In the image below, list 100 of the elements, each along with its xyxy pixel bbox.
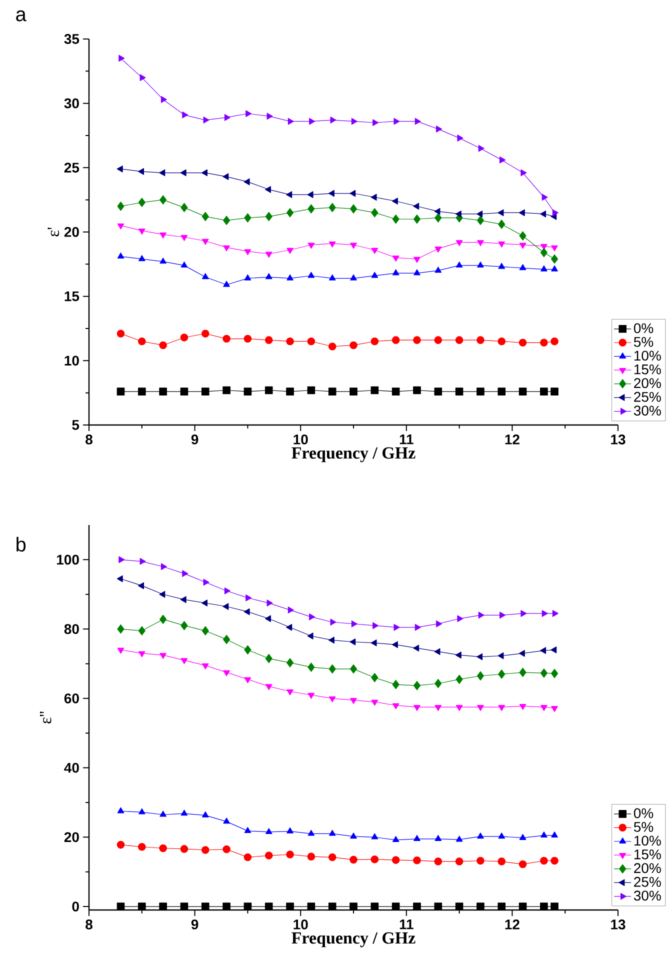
point <box>519 668 526 678</box>
point <box>201 169 208 176</box>
point <box>264 852 273 860</box>
legend-label: 25% <box>634 392 661 402</box>
point <box>498 209 504 216</box>
point <box>201 388 210 396</box>
point <box>518 209 525 216</box>
point <box>307 386 316 394</box>
y-axis-title: ε' <box>48 228 60 236</box>
point <box>160 614 167 624</box>
point <box>542 194 548 201</box>
point <box>350 341 358 350</box>
point <box>138 337 146 346</box>
point <box>246 110 252 118</box>
point <box>264 186 271 193</box>
point <box>550 337 558 346</box>
point <box>286 689 294 696</box>
point <box>498 832 506 839</box>
point <box>350 204 358 214</box>
point <box>370 194 377 201</box>
point <box>286 624 292 631</box>
y-tick-label: 15 <box>64 291 80 302</box>
point <box>244 178 250 186</box>
point <box>117 648 124 654</box>
point <box>203 116 210 124</box>
y-tick-label: 10 <box>64 356 79 366</box>
legend-label: 5% <box>634 822 654 832</box>
point <box>160 563 167 570</box>
point <box>180 620 188 630</box>
x-tick-label: 11 <box>400 434 414 444</box>
point <box>244 608 250 616</box>
point <box>264 902 273 910</box>
point <box>140 74 146 82</box>
x-tick-label: 12 <box>505 434 520 444</box>
point <box>308 830 315 836</box>
point <box>476 653 483 660</box>
point <box>223 818 230 824</box>
point <box>265 654 272 664</box>
point <box>351 118 358 125</box>
point <box>160 96 167 103</box>
point <box>350 242 357 249</box>
point <box>551 832 558 838</box>
y-tick-label: 60 <box>64 693 79 704</box>
point <box>478 144 484 152</box>
x-tick-label: 8 <box>86 434 92 444</box>
point <box>286 248 294 254</box>
point <box>223 670 230 676</box>
point <box>477 704 484 711</box>
point <box>307 902 316 910</box>
point <box>308 272 315 278</box>
point <box>308 662 315 672</box>
point <box>540 388 548 396</box>
point <box>350 388 358 396</box>
point <box>222 334 230 343</box>
point <box>180 388 188 396</box>
point <box>413 214 421 224</box>
point <box>160 232 166 238</box>
point <box>394 118 400 125</box>
point <box>477 262 484 268</box>
point <box>551 265 558 272</box>
point <box>371 700 378 706</box>
x-tick-label: 8 <box>86 920 92 930</box>
point <box>138 388 146 396</box>
point <box>370 855 379 864</box>
point <box>265 273 272 280</box>
point <box>434 213 442 222</box>
point <box>456 262 463 268</box>
point <box>520 610 527 617</box>
point <box>244 677 252 684</box>
point <box>434 246 442 253</box>
x-tick-label: 13 <box>611 434 626 444</box>
point <box>264 386 273 394</box>
point <box>244 274 252 280</box>
point <box>372 119 379 126</box>
point <box>180 169 186 176</box>
point <box>476 336 484 344</box>
point <box>328 274 336 280</box>
point <box>286 274 294 280</box>
legend-label: 15% <box>634 364 661 374</box>
point <box>540 265 548 272</box>
point <box>456 240 463 246</box>
point <box>350 856 358 864</box>
point <box>372 622 379 629</box>
x-axis-title: Frequency / GHz <box>292 932 416 948</box>
point <box>201 600 208 606</box>
legend-label: 0% <box>634 808 654 818</box>
point <box>414 269 420 276</box>
point <box>244 388 252 396</box>
point <box>264 336 273 344</box>
point <box>413 902 421 910</box>
point <box>202 626 209 636</box>
point <box>455 652 462 658</box>
point <box>116 330 125 338</box>
point <box>159 169 166 176</box>
x-tick-label: 10 <box>294 434 308 444</box>
point <box>520 169 527 176</box>
point <box>519 231 526 240</box>
y-tick-label: 0 <box>72 902 79 912</box>
point <box>392 680 400 690</box>
point <box>414 704 420 711</box>
